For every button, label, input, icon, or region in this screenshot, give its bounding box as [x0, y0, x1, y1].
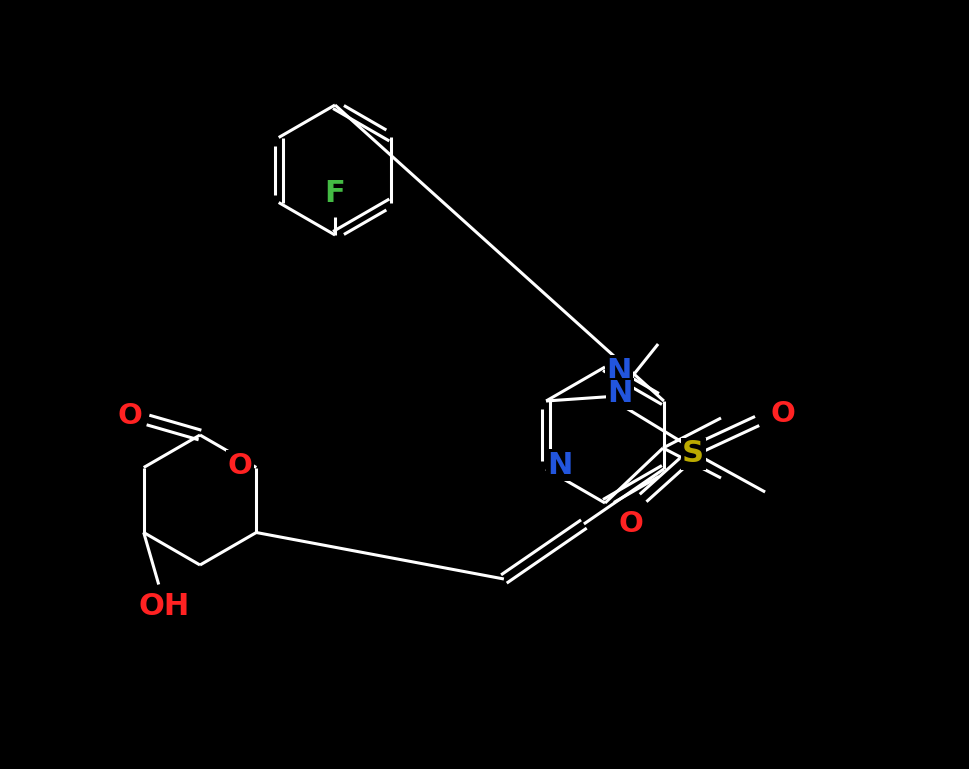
Text: N: N — [547, 451, 573, 480]
Text: S: S — [682, 440, 704, 468]
Text: O: O — [228, 451, 253, 480]
Text: F: F — [325, 178, 345, 208]
Text: N: N — [607, 357, 632, 385]
Text: O: O — [770, 400, 796, 428]
Text: N: N — [608, 379, 633, 408]
Text: O: O — [117, 402, 142, 430]
Text: O: O — [618, 510, 643, 538]
Text: OH: OH — [139, 592, 189, 621]
